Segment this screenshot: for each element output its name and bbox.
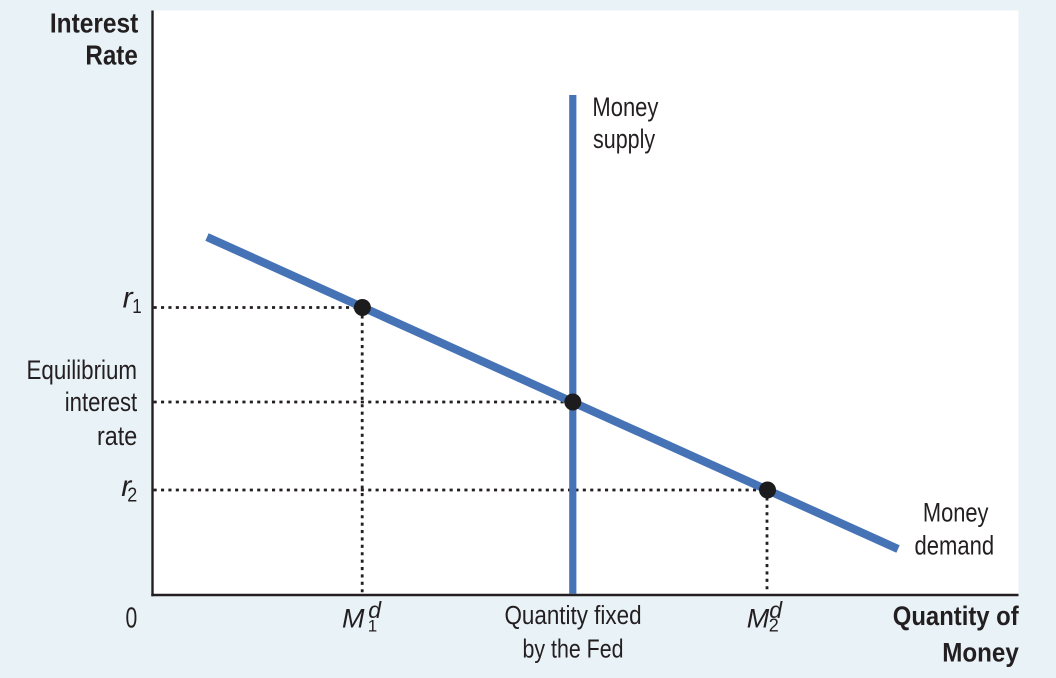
svg-text:Money: Money <box>592 93 659 123</box>
svg-text:M: M <box>747 604 770 634</box>
svg-text:supply: supply <box>593 125 656 155</box>
svg-text:Rate: Rate <box>85 39 137 71</box>
svg-text:Money: Money <box>942 638 1019 667</box>
svg-text:Quantity of: Quantity of <box>893 602 1019 632</box>
svg-text:1: 1 <box>132 295 141 318</box>
svg-text:by the Fed: by the Fed <box>523 635 624 664</box>
svg-text:Money: Money <box>923 498 989 528</box>
svg-text:0: 0 <box>126 602 138 634</box>
svg-text:interest: interest <box>65 388 138 418</box>
svg-text:Equilibrium: Equilibrium <box>27 356 137 385</box>
svg-text:d: d <box>769 597 783 623</box>
svg-text:rate: rate <box>97 421 137 451</box>
svg-text:2: 2 <box>127 485 137 507</box>
svg-text:Quantity fixed: Quantity fixed <box>504 602 641 631</box>
svg-text:r: r <box>123 282 134 315</box>
svg-text:d: d <box>368 597 382 623</box>
svg-text:M: M <box>342 604 365 634</box>
svg-text:Interest: Interest <box>50 7 139 39</box>
svg-text:r: r <box>121 470 132 503</box>
svg-text:2: 2 <box>769 616 779 636</box>
svg-text:1: 1 <box>368 616 377 635</box>
svg-text:demand: demand <box>915 531 995 561</box>
